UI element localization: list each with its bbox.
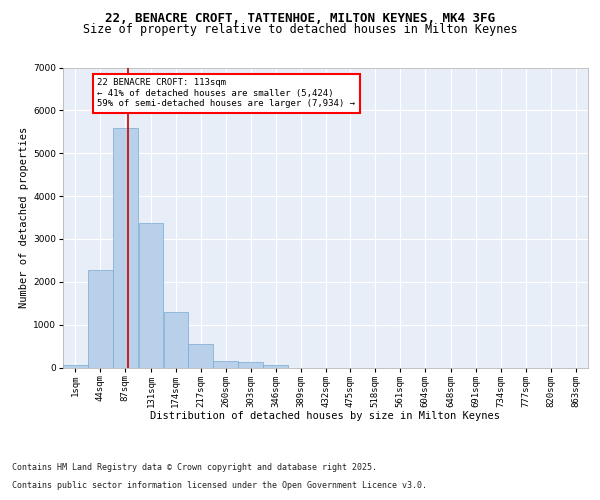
Bar — [88, 270, 113, 368]
Bar — [188, 344, 213, 368]
Text: Size of property relative to detached houses in Milton Keynes: Size of property relative to detached ho… — [83, 22, 517, 36]
Text: Contains public sector information licensed under the Open Government Licence v3: Contains public sector information licen… — [12, 481, 427, 490]
Text: 22, BENACRE CROFT, TATTENHOE, MILTON KEYNES, MK4 3FG: 22, BENACRE CROFT, TATTENHOE, MILTON KEY… — [105, 12, 495, 26]
Bar — [164, 312, 188, 368]
Bar — [139, 222, 163, 368]
Bar — [63, 364, 88, 368]
Y-axis label: Number of detached properties: Number of detached properties — [19, 127, 29, 308]
Text: 22 BENACRE CROFT: 113sqm
← 41% of detached houses are smaller (5,424)
59% of sem: 22 BENACRE CROFT: 113sqm ← 41% of detach… — [97, 78, 355, 108]
Bar — [214, 361, 238, 368]
Text: Contains HM Land Registry data © Crown copyright and database right 2025.: Contains HM Land Registry data © Crown c… — [12, 464, 377, 472]
Bar — [238, 362, 263, 368]
X-axis label: Distribution of detached houses by size in Milton Keynes: Distribution of detached houses by size … — [151, 411, 500, 421]
Bar — [263, 364, 288, 368]
Bar — [113, 128, 137, 368]
